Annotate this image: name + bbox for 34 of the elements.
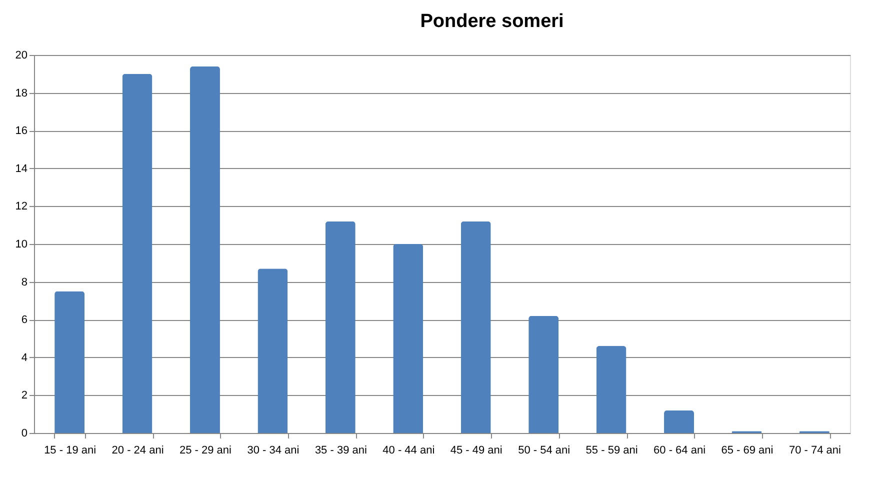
y-tick-label: 20 bbox=[15, 50, 28, 62]
y-tick-label: 6 bbox=[21, 314, 28, 326]
bar bbox=[596, 346, 626, 433]
bar bbox=[258, 268, 288, 433]
y-tick-label: 16 bbox=[15, 125, 28, 138]
x-tick-label: 55 - 59 ani bbox=[586, 444, 638, 456]
x-tick-label: 30 - 34 ani bbox=[247, 444, 300, 456]
y-tick-label: 18 bbox=[15, 87, 28, 100]
bar bbox=[393, 244, 424, 433]
y-tick-label: 12 bbox=[15, 200, 28, 213]
bar bbox=[190, 66, 220, 433]
x-tick-label: 65 - 69 ani bbox=[721, 444, 774, 456]
y-tick-label: 10 bbox=[15, 238, 28, 250]
x-tick-label: 60 - 64 ani bbox=[654, 444, 706, 456]
bar bbox=[460, 221, 491, 433]
x-tick-label: 70 - 74 ani bbox=[788, 444, 841, 456]
x-tick-label: 25 - 29 ani bbox=[179, 444, 232, 456]
chart-title: Pondere someri bbox=[420, 11, 564, 32]
x-tick-label: 50 - 54 ani bbox=[518, 444, 570, 456]
y-tick-label: 14 bbox=[15, 162, 28, 175]
y-tick-label: 0 bbox=[21, 428, 28, 440]
y-tick-label: 8 bbox=[21, 276, 28, 288]
bar bbox=[122, 74, 152, 433]
bar bbox=[528, 316, 559, 433]
x-tick-label: 40 - 44 ani bbox=[382, 444, 435, 456]
bar bbox=[325, 221, 356, 433]
bar bbox=[664, 410, 694, 433]
x-tick-label: 20 - 24 ani bbox=[112, 444, 164, 456]
bar bbox=[54, 291, 85, 433]
x-tick-label: 35 - 39 ani bbox=[314, 444, 367, 456]
x-tick-label: 15 - 19 ani bbox=[44, 444, 96, 456]
y-tick-label: 4 bbox=[21, 352, 28, 364]
x-tick-label: 45 - 49 ani bbox=[450, 444, 502, 456]
y-tick-label: 2 bbox=[21, 390, 28, 402]
